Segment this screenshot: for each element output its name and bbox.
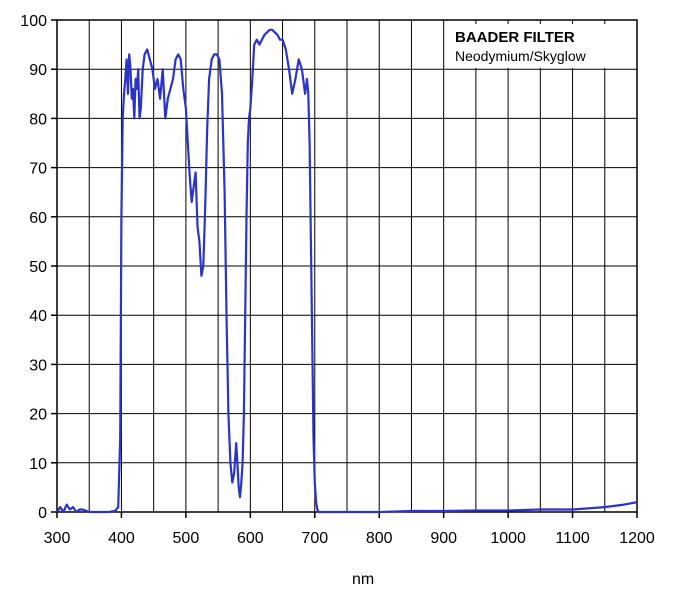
chart-title: BAADER FILTER	[455, 29, 575, 46]
series-group	[56, 28, 638, 514]
y-tick-label: 0	[38, 505, 47, 522]
tick-labels: 0 10 20 30 40 50 60 70 80 90 100 300 400 500 600 700 800…	[20, 13, 655, 547]
legend: BAADER FILTER Neodymium/Skyglow	[447, 24, 633, 68]
x-tick-label: 1200	[619, 530, 655, 547]
x-tick-label: 400	[108, 530, 135, 547]
x-tick-label: 600	[237, 530, 264, 547]
x-axis-label: nm	[352, 571, 374, 588]
y-tick-label: 100	[20, 13, 47, 30]
x-tick-label: 500	[173, 530, 200, 547]
transmission-curve	[56, 28, 638, 514]
y-tick-label: 30	[29, 357, 47, 374]
y-tick-label: 90	[29, 62, 47, 79]
y-tick-label: 70	[29, 161, 47, 178]
grid-lines	[56, 19, 638, 513]
y-tick-label: 20	[29, 407, 47, 424]
y-tick-label: 60	[29, 210, 47, 227]
y-tick-label: 50	[29, 259, 47, 276]
x-tick-label: 1100	[555, 530, 590, 547]
y-tick-label: 10	[29, 456, 47, 473]
legend-background	[447, 24, 633, 68]
x-tick-label: 800	[366, 530, 393, 547]
y-tick-label: 80	[29, 111, 47, 128]
x-tick-label: 700	[301, 530, 328, 547]
x-tick-label: 1000	[490, 530, 526, 547]
x-tick-label: 300	[44, 530, 71, 547]
y-tick-label: 40	[29, 308, 47, 325]
x-tick-label: 900	[430, 530, 457, 547]
chart-subtitle: Neodymium/Skyglow	[455, 48, 587, 64]
